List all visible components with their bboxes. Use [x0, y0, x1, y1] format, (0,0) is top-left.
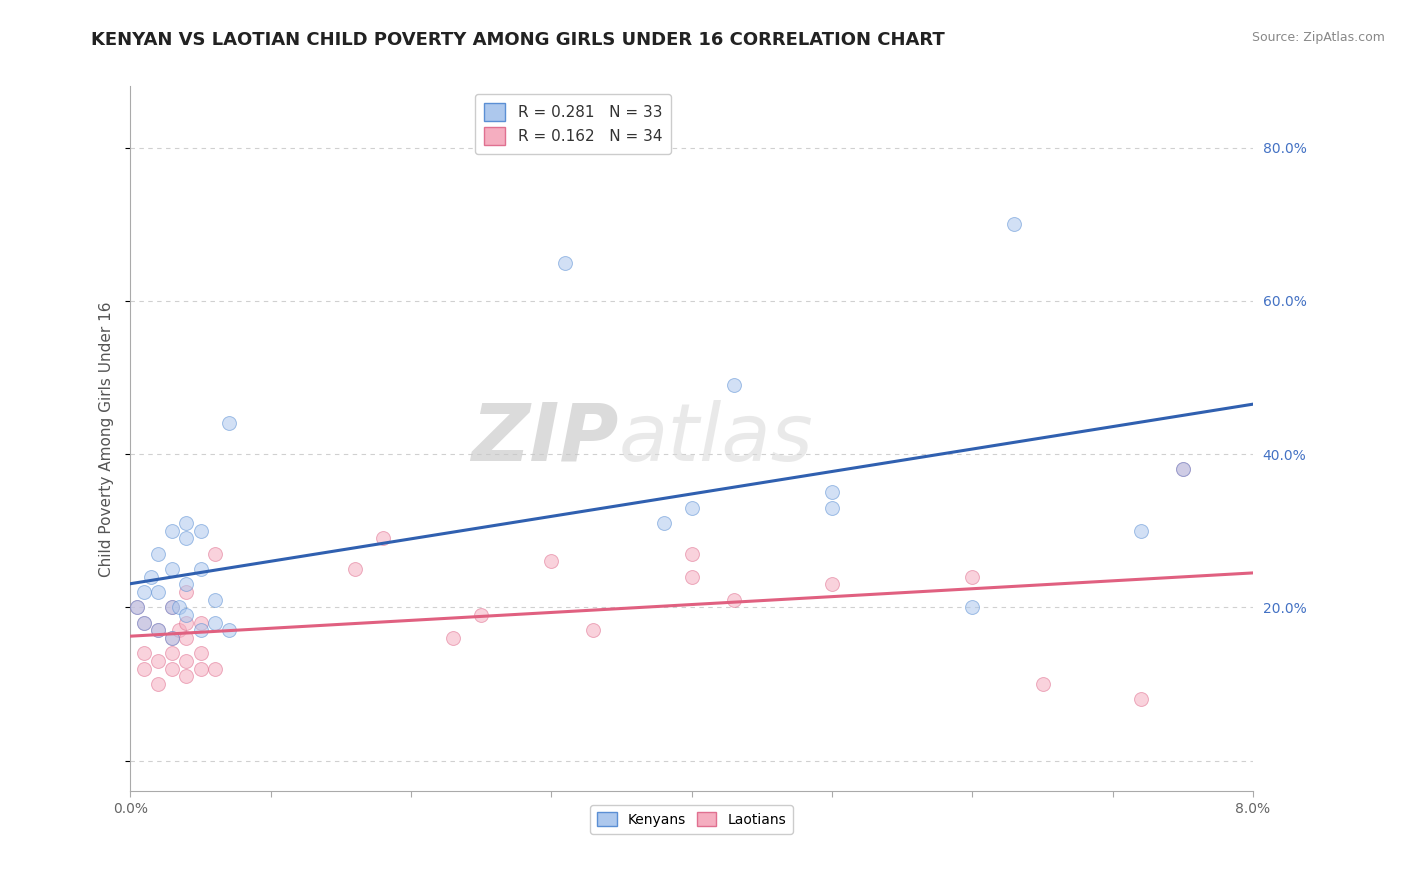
Point [821, 577, 844, 591]
Point [218, 417, 240, 431]
Point [162, 562, 184, 576]
Point [1129, 524, 1152, 538]
Point [176, 608, 198, 623]
Point [204, 615, 226, 630]
Point [470, 608, 492, 623]
Point [134, 662, 156, 676]
Point [148, 624, 170, 638]
Point [540, 554, 562, 568]
Point [169, 600, 191, 615]
Legend: Kenyans, Laotians: Kenyans, Laotians [591, 805, 793, 834]
Point [190, 524, 212, 538]
Point [162, 662, 184, 676]
Point [127, 600, 149, 615]
Point [162, 631, 184, 645]
Y-axis label: Child Poverty Among Girls Under 16: Child Poverty Among Girls Under 16 [100, 301, 114, 576]
Point [190, 615, 212, 630]
Point [148, 585, 170, 599]
Point [148, 624, 170, 638]
Point [681, 547, 703, 561]
Text: ZIP: ZIP [471, 400, 619, 478]
Point [821, 485, 844, 500]
Point [652, 516, 675, 530]
Point [169, 624, 191, 638]
Point [962, 600, 984, 615]
Point [162, 646, 184, 660]
Point [162, 524, 184, 538]
Point [1031, 677, 1053, 691]
Point [723, 592, 745, 607]
Point [148, 677, 170, 691]
Point [176, 669, 198, 683]
Point [723, 378, 745, 392]
Point [1171, 462, 1194, 476]
Point [204, 592, 226, 607]
Point [681, 570, 703, 584]
Point [148, 547, 170, 561]
Point [190, 646, 212, 660]
Point [176, 516, 198, 530]
Point [176, 532, 198, 546]
Point [204, 662, 226, 676]
Point [176, 577, 198, 591]
Point [176, 654, 198, 668]
Text: atlas: atlas [619, 400, 814, 478]
Point [1171, 462, 1194, 476]
Point [162, 600, 184, 615]
Point [343, 562, 366, 576]
Point [554, 255, 576, 269]
Point [190, 624, 212, 638]
Point [134, 585, 156, 599]
Point [218, 624, 240, 638]
Point [681, 500, 703, 515]
Point [176, 631, 198, 645]
Point [821, 500, 844, 515]
Point [204, 547, 226, 561]
Point [1129, 692, 1152, 706]
Point [134, 615, 156, 630]
Point [162, 631, 184, 645]
Point [441, 631, 464, 645]
Point [176, 615, 198, 630]
Point [127, 600, 149, 615]
Point [134, 615, 156, 630]
Point [582, 624, 605, 638]
Text: Source: ZipAtlas.com: Source: ZipAtlas.com [1251, 31, 1385, 45]
Point [162, 600, 184, 615]
Point [176, 585, 198, 599]
Point [134, 646, 156, 660]
Point [141, 570, 163, 584]
Point [148, 654, 170, 668]
Point [371, 532, 394, 546]
Point [1004, 217, 1026, 231]
Point [190, 562, 212, 576]
Point [962, 570, 984, 584]
Text: KENYAN VS LAOTIAN CHILD POVERTY AMONG GIRLS UNDER 16 CORRELATION CHART: KENYAN VS LAOTIAN CHILD POVERTY AMONG GI… [91, 31, 945, 49]
Point [190, 662, 212, 676]
